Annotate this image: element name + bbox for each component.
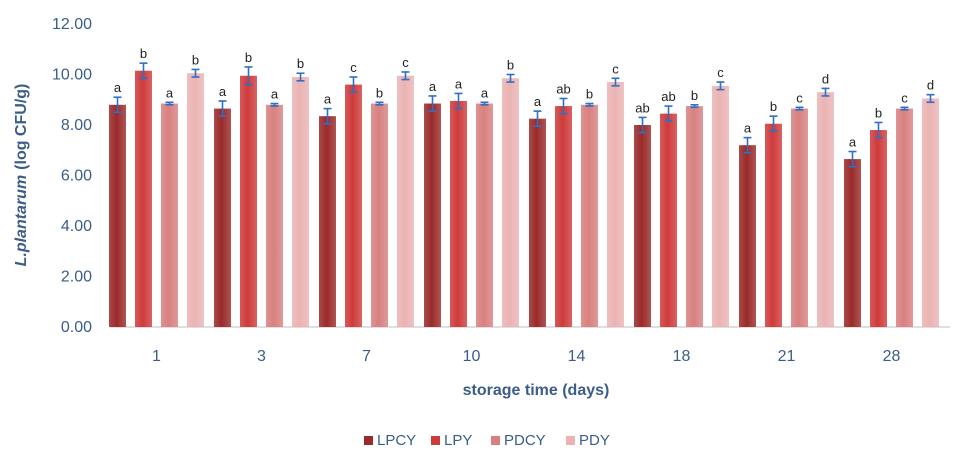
significance-letter: d — [927, 78, 934, 93]
bar-PDCY-18 — [686, 106, 703, 327]
y-axis-label-unit: (log CFU/g) — [13, 84, 30, 170]
significance-letter: a — [166, 85, 174, 100]
legend-label-LPCY: LPCY — [377, 432, 416, 449]
bar-LPY-28 — [870, 130, 887, 327]
bar-LPY-21 — [765, 123, 782, 327]
significance-letter: b — [770, 99, 777, 114]
bar-LPCY-3 — [214, 108, 231, 328]
bar-LPY-1 — [135, 70, 152, 328]
significance-letter: b — [297, 56, 304, 71]
significance-letter: b — [875, 105, 882, 120]
y-tick-label: 6.00 — [61, 168, 92, 185]
x-tick-label: 7 — [362, 348, 371, 365]
legend-swatch-LPY — [431, 436, 440, 445]
bar-PDCY-10 — [476, 103, 493, 327]
significance-letter: a — [114, 80, 122, 95]
bar-LPY-18 — [660, 113, 677, 327]
bar-LPY-7 — [345, 84, 362, 327]
x-tick-label: 18 — [673, 348, 691, 365]
bar-PDY-28 — [922, 98, 939, 327]
legend-label-PDCY: PDCY — [504, 432, 546, 449]
bar-PDCY-28 — [896, 108, 913, 328]
significance-letter: ab — [635, 100, 649, 115]
significance-letter: c — [612, 61, 619, 76]
bar-PDY-1 — [187, 73, 204, 327]
bar-PDCY-1 — [161, 103, 178, 327]
significance-letter: c — [402, 55, 409, 70]
x-tick-label: 28 — [883, 348, 901, 365]
y-axis-label-italic: L.plantarum — [13, 175, 30, 267]
y-tick-label: 10.00 — [52, 67, 92, 84]
significance-letter: b — [376, 85, 383, 100]
bar-PDCY-3 — [266, 104, 283, 327]
legend-swatch-PDY — [566, 436, 575, 445]
bar-LPCY-7 — [319, 116, 336, 327]
y-tick-label: 8.00 — [61, 117, 92, 134]
y-tick-label: 0.00 — [61, 319, 92, 336]
significance-letter: a — [455, 76, 463, 91]
y-tick-label: 2.00 — [61, 269, 92, 286]
y-tick-label: 12.00 — [52, 16, 92, 33]
bar-LPY-3 — [240, 75, 257, 327]
x-tick-label: 21 — [778, 348, 796, 365]
legend-label-PDY: PDY — [579, 432, 610, 449]
legend-swatch-PDCY — [491, 436, 500, 445]
x-tick-label: 3 — [257, 348, 266, 365]
bar-PDY-7 — [397, 75, 414, 327]
significance-letter: b — [245, 50, 252, 65]
significance-letter: ab — [556, 81, 570, 96]
significance-letter: b — [140, 46, 147, 61]
x-tick-label: 10 — [463, 348, 481, 365]
significance-letter: c — [717, 65, 724, 80]
x-axis-label: storage time (days) — [463, 382, 610, 399]
bar-LPCY-21 — [739, 145, 756, 327]
legend-swatch-LPCY — [364, 436, 373, 445]
bar-PDY-18 — [712, 85, 729, 327]
significance-letter: a — [481, 85, 489, 100]
x-axis-tick-labels: 1 3 7 10 14 18 21 28 — [152, 348, 900, 365]
significance-letter: b — [586, 87, 593, 102]
bar-PDCY-14 — [581, 104, 598, 327]
x-tick-label: 1 — [152, 348, 161, 365]
significance-letter: c — [901, 90, 908, 105]
significance-letter: c — [796, 90, 803, 105]
significance-letter: ab — [661, 89, 675, 104]
bar-LPCY-10 — [424, 103, 441, 327]
bar-LPY-14 — [555, 106, 572, 327]
bar-PDY-14 — [607, 82, 624, 327]
significance-letter: a — [271, 87, 279, 102]
significance-letter: a — [849, 135, 857, 150]
bar-LPY-10 — [450, 101, 467, 327]
significance-letter: a — [534, 94, 542, 109]
significance-letter: c — [350, 60, 357, 75]
significance-letter: a — [429, 79, 437, 94]
bar-LPCY-28 — [844, 159, 861, 327]
y-tick-label: 4.00 — [61, 218, 92, 235]
bar-LPCY-14 — [529, 118, 546, 327]
bar-PDY-21 — [817, 92, 834, 327]
significance-letter: a — [744, 121, 752, 136]
y-axis-label: L.plantarum (log CFU/g) — [13, 84, 30, 267]
bar-LPCY-18 — [634, 125, 651, 327]
legend-label-LPY: LPY — [444, 432, 472, 449]
significance-letter: a — [324, 92, 332, 107]
bar-PDY-10 — [502, 78, 519, 327]
significance-letter: d — [822, 71, 829, 86]
bar-PDCY-7 — [371, 103, 388, 327]
significance-letter: b — [691, 88, 698, 103]
significance-letter: b — [192, 52, 199, 67]
bar-PDY-3 — [292, 77, 309, 328]
x-tick-label: 14 — [568, 348, 586, 365]
bar-PDCY-21 — [791, 108, 808, 328]
significance-letter: b — [507, 58, 514, 73]
y-axis-tick-labels: 0.00 2.00 4.00 6.00 8.00 10.00 12.00 — [52, 16, 92, 336]
significance-letter: a — [219, 84, 227, 99]
bar-LPCY-1 — [109, 104, 126, 327]
legend: LPCY LPY PDCY PDY — [364, 432, 610, 449]
